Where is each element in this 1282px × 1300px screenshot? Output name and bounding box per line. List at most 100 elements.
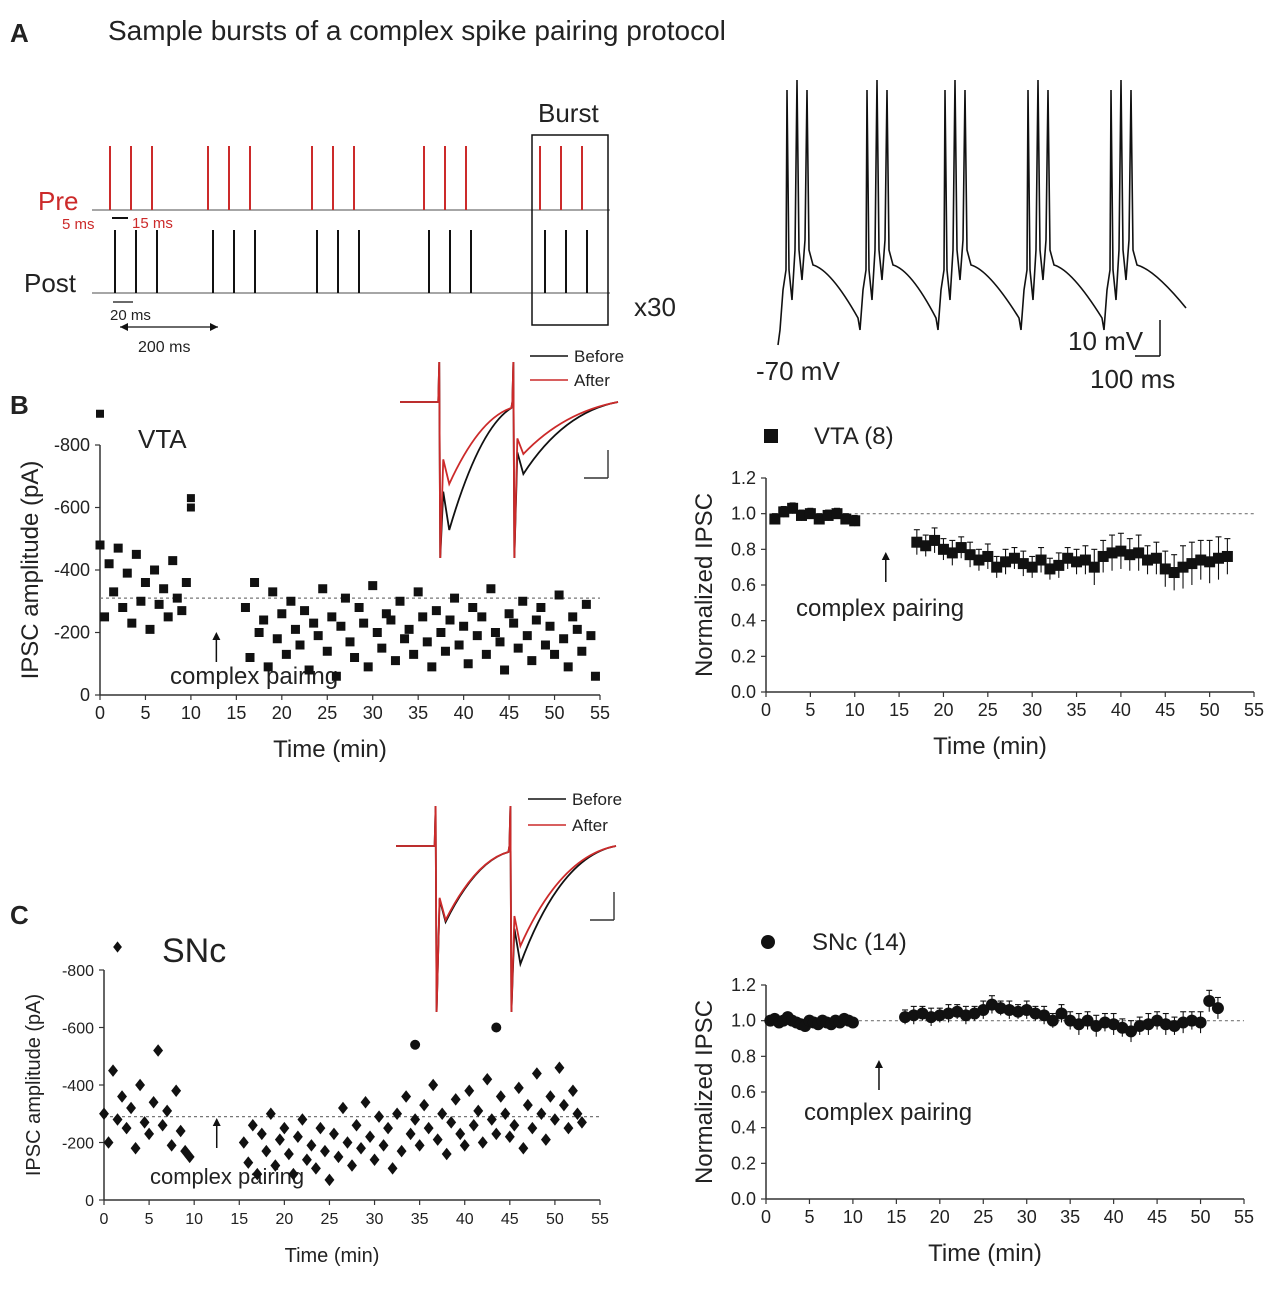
panel-a-title: Sample bursts of a complex spike pairing… — [108, 15, 726, 46]
data-point — [423, 1121, 434, 1135]
data-point — [500, 665, 510, 675]
data-point — [136, 596, 146, 606]
data-point — [468, 603, 478, 612]
data-point — [813, 513, 825, 525]
data-point — [333, 1150, 344, 1164]
data-point — [1159, 563, 1171, 575]
data-point — [247, 1118, 258, 1132]
data-point — [315, 1121, 326, 1135]
x-tick-label: 30 — [1022, 700, 1042, 720]
data-point — [392, 1107, 403, 1121]
data-point — [459, 1139, 470, 1152]
data-point — [414, 1139, 425, 1152]
data-point — [318, 584, 328, 594]
data-point — [477, 1136, 488, 1149]
data-point — [252, 1167, 263, 1181]
data-point — [163, 612, 173, 622]
y-tick-label: 1.2 — [731, 975, 756, 995]
legend-label: SNc (14) — [812, 929, 907, 956]
data-point — [1097, 550, 1109, 562]
data-point — [153, 1044, 164, 1057]
y-tick-label: 0.8 — [731, 1046, 756, 1066]
data-point — [463, 659, 473, 669]
data-point — [1035, 554, 1047, 566]
y-axis-title: IPSC amplitude (pA) — [23, 994, 45, 1176]
data-point — [118, 603, 128, 612]
data-point — [381, 609, 391, 619]
data-point — [281, 649, 291, 659]
data-point — [290, 624, 300, 634]
data-point — [404, 624, 414, 634]
data-point — [559, 634, 569, 644]
data-point — [946, 547, 958, 559]
legend-before-label: Before — [572, 790, 622, 809]
data-point — [292, 1130, 303, 1144]
data-point — [378, 1139, 389, 1152]
trace-before — [396, 805, 617, 1013]
data-point — [563, 1121, 574, 1135]
data-point — [347, 1159, 357, 1172]
data-point — [1221, 550, 1233, 562]
data-point — [295, 640, 305, 650]
chart-title: SNc — [162, 932, 226, 970]
data-point — [374, 1110, 385, 1123]
data-point — [1150, 552, 1162, 564]
data-point — [181, 578, 191, 587]
outlier-point — [410, 1039, 421, 1050]
data-point — [581, 599, 591, 609]
data-point — [536, 603, 546, 612]
data-point — [441, 1147, 452, 1161]
data-point — [554, 1061, 565, 1075]
y-tick-label: -800 — [62, 963, 94, 980]
data-point — [522, 631, 532, 641]
data-point — [168, 556, 178, 566]
data-point — [254, 628, 264, 637]
data-point — [464, 1084, 475, 1098]
y-tick-label: -200 — [54, 623, 90, 643]
x-tick-label: 50 — [545, 703, 565, 723]
data-point — [504, 1130, 515, 1144]
y-tick-label: 0.4 — [731, 611, 756, 631]
legend-marker — [764, 429, 778, 443]
data-point — [310, 1162, 321, 1175]
data-point — [360, 1095, 371, 1109]
data-point — [568, 612, 578, 622]
data-point — [427, 662, 437, 672]
data-point — [127, 618, 137, 628]
data-point — [472, 631, 482, 641]
data-point — [1055, 1007, 1068, 1020]
x-tick-label: 55 — [1234, 1207, 1254, 1227]
data-point — [490, 628, 500, 637]
data-point — [982, 550, 994, 562]
y-tick-label: -600 — [54, 498, 90, 518]
data-point — [109, 587, 119, 597]
data-point — [1081, 1014, 1094, 1027]
x-tick-label: 30 — [363, 703, 383, 723]
data-point — [513, 643, 523, 653]
data-point — [272, 634, 282, 644]
y-tick-label: -800 — [54, 435, 90, 455]
data-point — [1017, 558, 1029, 570]
data-point — [1115, 545, 1127, 557]
y-tick-label: 0.6 — [731, 1082, 756, 1102]
data-point — [486, 1113, 497, 1126]
data-point — [139, 1116, 150, 1129]
x-tick-label: 15 — [226, 703, 246, 723]
data-point — [1203, 995, 1216, 1008]
data-point — [145, 624, 155, 634]
data-point — [1026, 561, 1038, 573]
data-point — [1195, 554, 1207, 566]
data-point — [509, 618, 519, 628]
data-point — [150, 565, 160, 575]
x-tick-label: 40 — [1104, 1207, 1124, 1227]
data-point — [377, 643, 387, 653]
data-point — [130, 1141, 141, 1155]
trace-after — [396, 805, 617, 1013]
data-point — [513, 1081, 524, 1095]
y-tick-label: 0 — [80, 685, 90, 705]
data-point — [518, 1141, 529, 1155]
y-axis-title: Normalized IPSC — [691, 1000, 718, 1184]
outlier-point — [186, 494, 195, 503]
data-point — [359, 618, 369, 628]
data-point — [778, 506, 790, 518]
